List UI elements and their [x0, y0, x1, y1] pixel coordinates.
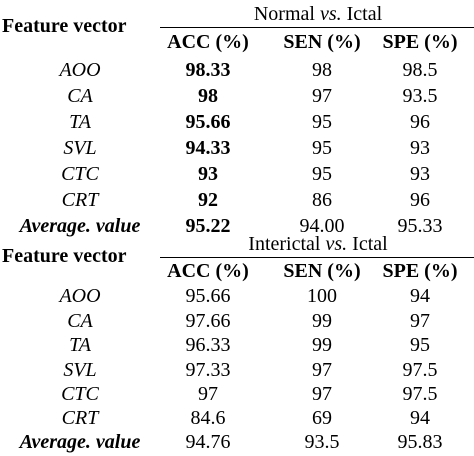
acc-crt-2: 84.6 — [190, 407, 226, 429]
col-header-sen-2: SEN (%) — [283, 260, 361, 282]
spe-svl-2: 97.5 — [402, 359, 438, 381]
spe-average-2: 95.83 — [397, 431, 443, 453]
spe-ta-1: 96 — [410, 111, 430, 133]
spe-ca-2: 97 — [410, 310, 430, 332]
header-rule-1 — [160, 27, 474, 28]
spe-aoo-2: 94 — [410, 285, 430, 307]
col-header-acc-1: ACC (%) — [167, 31, 249, 53]
comparison-vs-1: vs. — [319, 3, 342, 25]
col-header-spe-2: SPE (%) — [382, 260, 458, 282]
feature-svl-2: SVL — [63, 359, 97, 381]
col-header-acc-2: ACC (%) — [167, 260, 249, 282]
sen-svl-1: 95 — [312, 137, 332, 159]
average-label-2: Average. value — [19, 431, 141, 453]
sen-aoo-2: 100 — [307, 285, 337, 307]
comparison-vs-2: vs. — [325, 233, 348, 255]
acc-ctc-1: 93 — [198, 163, 218, 185]
sen-average-1: 94.00 — [299, 215, 345, 237]
spe-ctc-2: 97.5 — [402, 383, 438, 405]
col-header-sen-1: SEN (%) — [283, 31, 361, 53]
sen-ca-1: 97 — [312, 85, 332, 107]
col-header-spe-1: SPE (%) — [382, 31, 458, 53]
comparison-a-2: Interictal — [248, 233, 321, 255]
acc-average-2: 94.76 — [185, 431, 231, 453]
feature-aoo-1: AOO — [59, 59, 101, 81]
acc-ca-1: 98 — [198, 85, 218, 107]
feature-ta-2: TA — [69, 334, 91, 356]
acc-ta-2: 96.33 — [185, 334, 231, 356]
sen-ca-2: 99 — [312, 310, 332, 332]
sen-ctc-1: 95 — [312, 163, 332, 185]
feature-vector-header-1: Feature vector — [2, 15, 127, 37]
sen-ta-1: 95 — [312, 111, 332, 133]
sen-ctc-2: 97 — [312, 383, 332, 405]
spe-average-1: 95.33 — [397, 215, 443, 237]
comparison-title-2: Interictal vs. Ictal — [158, 232, 474, 256]
feature-ctc-1: CTC — [61, 163, 99, 185]
comparison-b-1: Ictal — [346, 3, 383, 25]
spe-aoo-1: 98.5 — [402, 59, 438, 81]
sen-crt-2: 69 — [312, 407, 332, 429]
feature-ta-1: TA — [69, 111, 91, 133]
acc-svl-1: 94.33 — [185, 137, 231, 159]
sen-svl-2: 97 — [312, 359, 332, 381]
feature-svl-1: SVL — [63, 137, 97, 159]
feature-ca-2: CA — [67, 310, 93, 332]
acc-ca-2: 97.66 — [185, 310, 231, 332]
feature-ctc-2: CTC — [61, 383, 99, 405]
sen-ta-2: 99 — [312, 334, 332, 356]
feature-ca-1: CA — [67, 85, 93, 107]
comparison-b-2: Ictal — [352, 233, 388, 255]
acc-ta-1: 95.66 — [185, 111, 231, 133]
comparison-a-1: Normal — [253, 3, 315, 25]
spe-crt-2: 94 — [410, 407, 430, 429]
acc-svl-2: 97.33 — [185, 359, 231, 381]
sen-average-2: 93.5 — [304, 431, 340, 453]
spe-ta-2: 95 — [410, 334, 430, 356]
header-rule-2 — [160, 257, 474, 258]
spe-svl-1: 93 — [410, 137, 430, 159]
comparison-title-1: Normal vs. Ictal — [158, 2, 474, 26]
feature-crt-1: CRT — [61, 189, 99, 211]
sen-aoo-1: 98 — [312, 59, 332, 81]
feature-aoo-2: AOO — [59, 285, 101, 307]
acc-aoo-2: 95.66 — [185, 285, 231, 307]
feature-crt-2: CRT — [61, 407, 99, 429]
spe-ca-1: 93.5 — [402, 85, 438, 107]
spe-crt-1: 96 — [410, 189, 430, 211]
acc-ctc-2: 97 — [198, 383, 218, 405]
sen-crt-1: 86 — [312, 189, 332, 211]
spe-ctc-1: 93 — [410, 163, 430, 185]
acc-crt-1: 92 — [198, 189, 218, 211]
acc-average-1: 95.22 — [185, 215, 231, 237]
feature-vector-header-2: Feature vector — [2, 245, 127, 267]
acc-aoo-1: 98.33 — [185, 59, 231, 81]
average-label-1: Average. value — [19, 215, 141, 237]
